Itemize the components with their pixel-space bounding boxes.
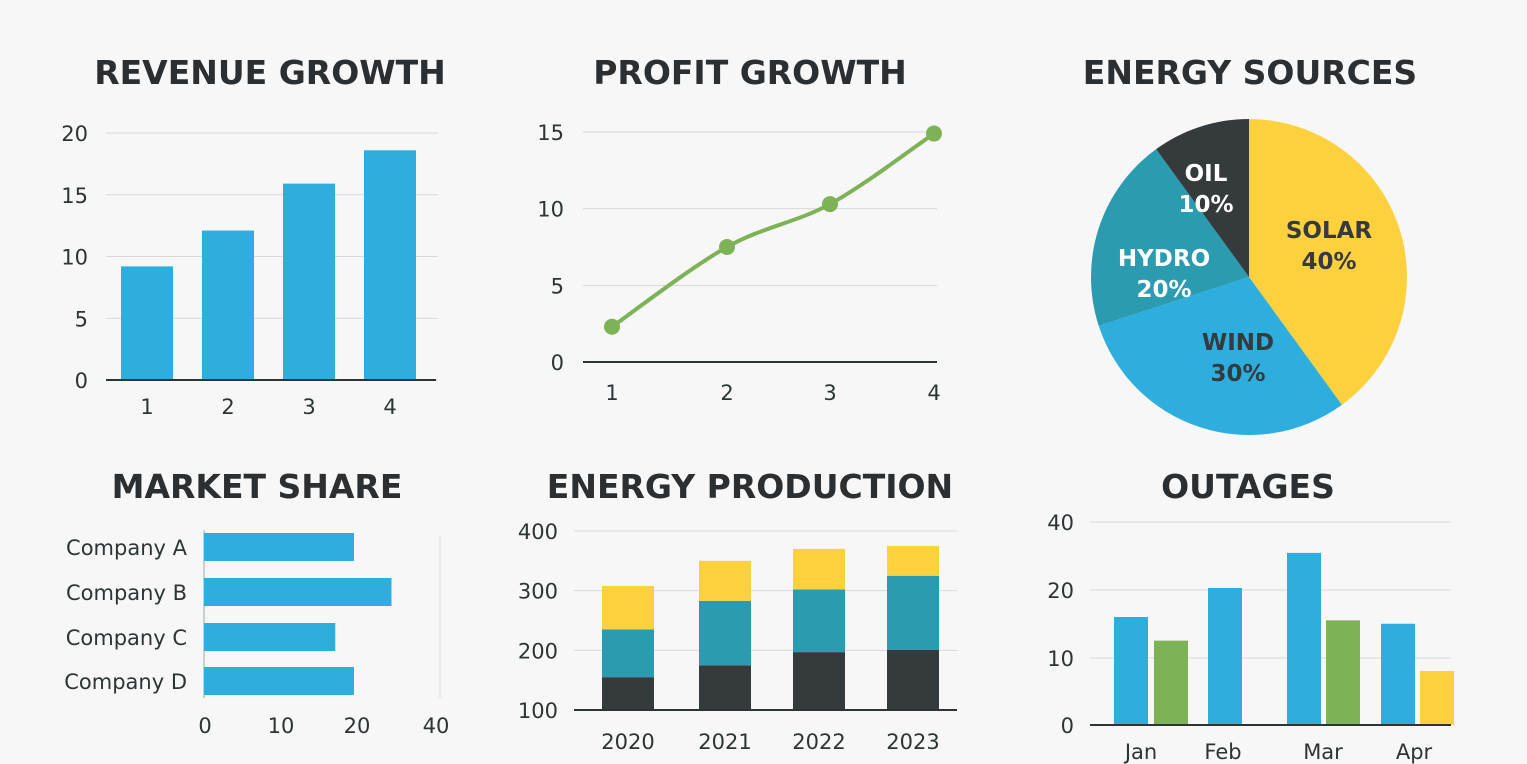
outages-chart: OUTAGES 0 10 20 40 Jan Feb Mar Apr (1047, 467, 1454, 764)
revenue-bar (202, 230, 254, 380)
outages-bar (1114, 617, 1148, 725)
pie-label-solar: SOLAR (1286, 218, 1373, 244)
energy-production-x-tick: 2023 (886, 730, 939, 754)
energy-production-segment (602, 677, 654, 710)
energy-production-segment (793, 589, 845, 653)
energy-production-y-tick: 400 (518, 520, 558, 544)
market-share-x-tick: 20 (344, 714, 371, 738)
market-share-bar (204, 667, 354, 695)
revenue-x-tick: 1 (140, 395, 153, 419)
energy-production-segment (602, 629, 654, 678)
profit-y-tick: 5 (551, 274, 564, 298)
pie-label-hydro: HYDRO (1118, 246, 1210, 272)
revenue-bar (283, 183, 335, 380)
revenue-x-tick: 4 (383, 395, 396, 419)
pie-pct-hydro: 20% (1136, 277, 1191, 303)
revenue-y-tick: 15 (61, 184, 88, 208)
market-share-category: Company B (66, 581, 187, 605)
outages-bar (1326, 620, 1360, 725)
energy-production-x-tick: 2020 (601, 730, 654, 754)
outages-bar (1287, 552, 1321, 725)
pie-pct-solar: 40% (1301, 249, 1356, 275)
outages-title: OUTAGES (1161, 467, 1335, 506)
profit-line (610, 131, 936, 329)
profit-y-tick: 0 (551, 351, 564, 375)
outages-bar (1154, 640, 1188, 725)
revenue-y-tick: 0 (75, 369, 88, 393)
pie-slice-hydro (1091, 149, 1249, 326)
energy-sources-chart: ENERGY SOURCES SOLAR 40% WIND 30% HYDRO 20% OIL… (1083, 53, 1417, 436)
outages-y-tick: 10 (1047, 647, 1074, 671)
revenue-y-tick: 20 (61, 122, 88, 146)
profit-point (604, 318, 620, 335)
profit-y-tick: 10 (537, 198, 564, 222)
energy-production-segment (887, 545, 939, 576)
market-share-category: Company A (66, 536, 188, 560)
energy-production-segment (793, 652, 845, 710)
profit-point (719, 239, 735, 255)
energy-production-segment (699, 600, 751, 666)
outages-y-tick: 20 (1047, 579, 1074, 603)
profit-x-tick: 3 (823, 381, 836, 405)
profit-x-tick: 2 (720, 381, 733, 405)
pie-pct-wind: 30% (1210, 361, 1265, 387)
energy-production-segment (699, 560, 751, 601)
revenue-bar (121, 266, 173, 380)
market-share-x-tick: 0 (198, 714, 211, 738)
pie-slice-wind (1098, 277, 1342, 436)
revenue-x-tick: 2 (221, 395, 234, 419)
outages-bar (1381, 623, 1415, 725)
outages-x-tick: Jan (1123, 740, 1157, 764)
market-share-x-tick: 40 (423, 714, 450, 738)
energy-sources-title: ENERGY SOURCES (1083, 53, 1417, 92)
energy-production-segment (887, 649, 939, 710)
pie-label-oil: OIL (1185, 161, 1228, 187)
market-share-category: Company D (64, 670, 187, 694)
energy-production-x-tick: 2021 (698, 730, 751, 754)
outages-x-tick: Apr (1396, 740, 1433, 764)
market-share-bar (204, 533, 354, 561)
energy-production-y-tick: 200 (518, 639, 558, 663)
market-share-category: Company C (66, 626, 187, 650)
market-share-x-tick: 10 (268, 714, 295, 738)
revenue-y-tick: 10 (61, 246, 88, 270)
profit-growth-chart: PROFIT GROWTH 0 5 10 15 1 2 3 4 (537, 53, 942, 405)
energy-production-y-tick: 300 (518, 580, 558, 604)
energy-production-segment (793, 548, 845, 590)
energy-production-segment (699, 665, 751, 710)
market-share-title: MARKET SHARE (112, 467, 403, 506)
pie-pct-oil: 10% (1178, 192, 1233, 218)
outages-bar (1208, 587, 1242, 725)
energy-production-x-tick: 2022 (792, 730, 845, 754)
profit-x-tick: 1 (605, 381, 618, 405)
revenue-bar (364, 150, 416, 380)
outages-y-tick: 0 (1061, 714, 1074, 738)
energy-production-segment (887, 575, 939, 650)
energy-production-y-tick: 100 (518, 699, 558, 723)
profit-x-tick: 4 (927, 381, 940, 405)
profit-title: PROFIT GROWTH (593, 53, 907, 92)
outages-bar (1420, 671, 1454, 725)
energy-production-chart: ENERGY PRODUCTION 100 200 300 400 2020 2021 202… (518, 467, 957, 754)
revenue-y-tick: 5 (75, 307, 88, 331)
revenue-title: REVENUE GROWTH (94, 53, 446, 92)
revenue-x-tick: 3 (302, 395, 315, 419)
market-share-bar (204, 578, 392, 606)
revenue-growth-chart: REVENUE GROWTH 0 5 10 15 20 1 2 3 4 (61, 53, 446, 419)
profit-point (926, 125, 942, 142)
energy-production-segment (602, 585, 654, 630)
outages-x-tick: Mar (1303, 740, 1343, 764)
outages-y-tick: 40 (1047, 511, 1074, 535)
pie-slice-oil (1156, 119, 1249, 277)
market-share-bar (204, 623, 336, 651)
pie-slice-solar (1249, 119, 1407, 405)
energy-production-title: ENERGY PRODUCTION (547, 467, 953, 506)
market-share-chart: MARKET SHARE Company A Company B Company C C… (64, 467, 449, 738)
profit-y-tick: 15 (537, 121, 564, 145)
outages-x-tick: Feb (1204, 740, 1241, 764)
profit-point (822, 196, 838, 213)
pie-label-wind: WIND (1202, 330, 1274, 356)
